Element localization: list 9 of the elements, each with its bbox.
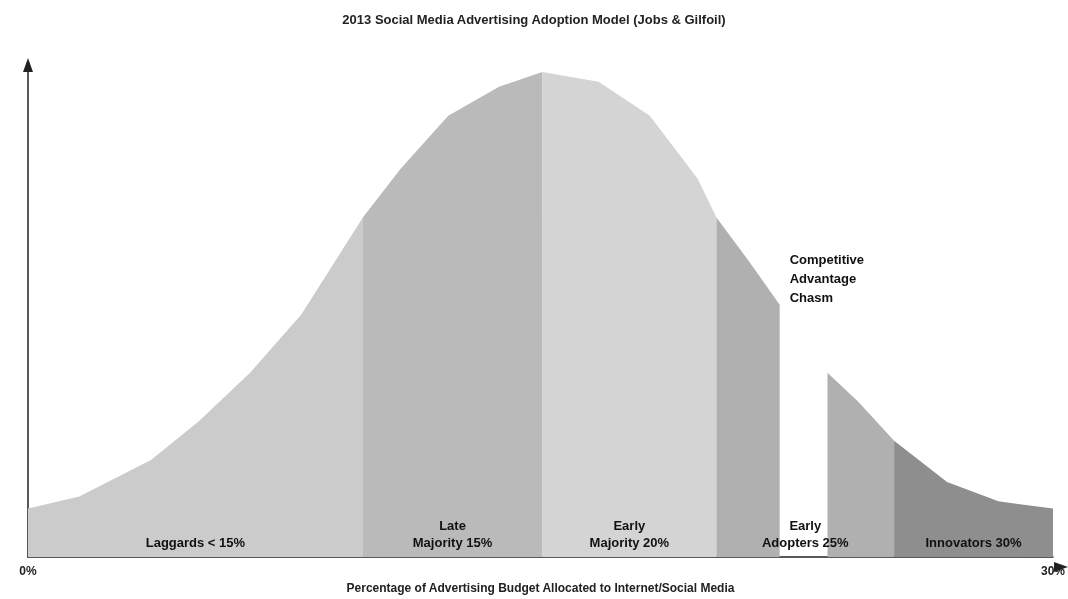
series-label: Early Majority 20% [589, 518, 670, 551]
series-label: Innovators 30% [925, 535, 1023, 551]
series-label: Laggards < 15% [145, 535, 246, 551]
chart-title: 2013 Social Media Advertising Adoption Model (Jobs & Gilfoil) [342, 12, 726, 27]
x-axis-title: Percentage of Advertising Budget Allocated to Internet/Social Media [346, 581, 735, 595]
x-tick-label: 0% [19, 564, 37, 579]
series-label: Late Majority 15% [412, 518, 493, 551]
series-label: Early Adopters 25% [761, 518, 850, 551]
annotation: Competitive Advantage Chasm [789, 251, 865, 305]
